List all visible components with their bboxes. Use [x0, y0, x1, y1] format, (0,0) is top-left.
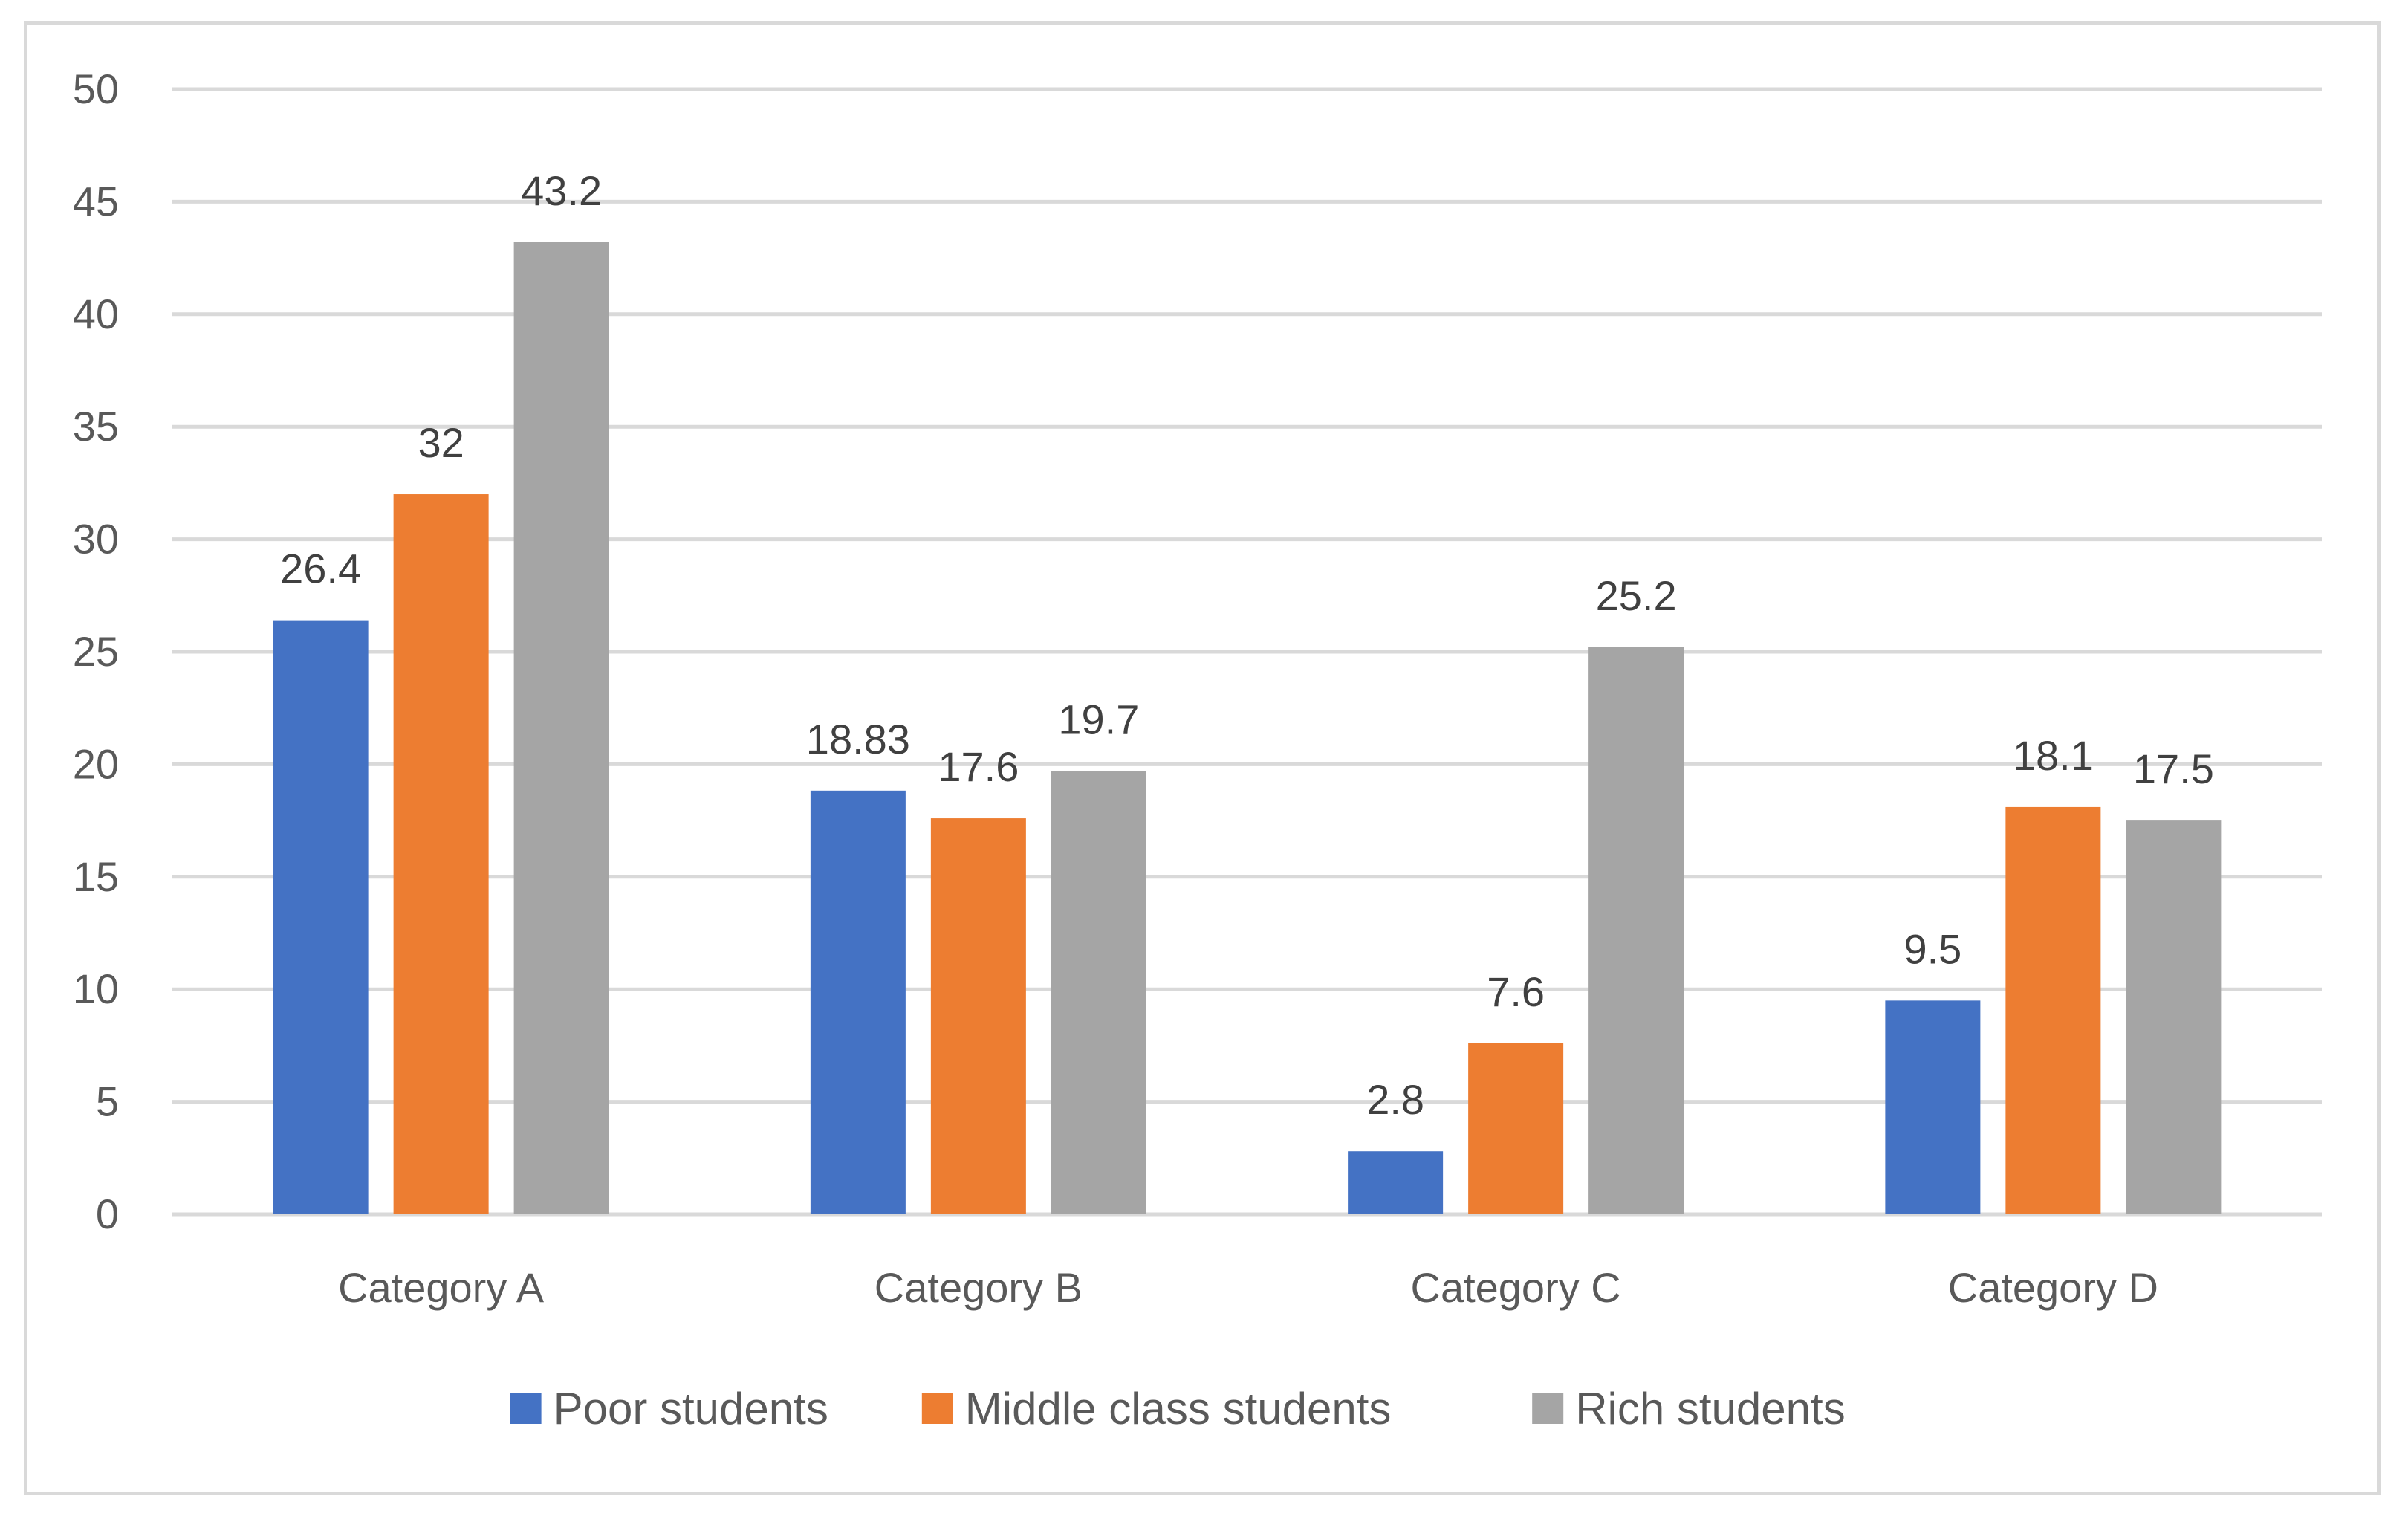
legend-item-middle-class-students: Middle class students — [921, 1384, 1392, 1434]
bar-category-b-middle-class-students — [930, 818, 1026, 1214]
bar-category-d-poor-students — [1885, 1000, 1981, 1214]
data-label: 17.6 — [938, 743, 1019, 790]
data-label: 25.2 — [1596, 572, 1677, 619]
x-tick-label: Category C — [1411, 1264, 1621, 1311]
data-label: 7.6 — [1487, 968, 1545, 1015]
legend-swatch — [921, 1393, 953, 1424]
y-tick-label: 15 — [73, 853, 119, 900]
data-label: 9.5 — [1904, 925, 1961, 972]
bar-category-b-rich-students — [1051, 771, 1146, 1214]
data-label: 18.1 — [2013, 732, 2094, 779]
y-tick-label: 50 — [73, 65, 119, 112]
data-label: 26.4 — [280, 545, 361, 592]
y-tick-label: 20 — [73, 740, 119, 787]
data-label: 19.7 — [1058, 696, 1139, 742]
y-tick-label: 25 — [73, 628, 119, 675]
x-tick-label: Category B — [874, 1264, 1083, 1311]
y-axis-ticks: 0 5 10 15 20 25 30 35 40 45 50 — [73, 65, 119, 1237]
bar-category-a-rich-students — [513, 242, 609, 1214]
bar-category-a-poor-students — [273, 620, 369, 1214]
bar-category-c-rich-students — [1588, 647, 1684, 1214]
legend-label: Middle class students — [965, 1384, 1392, 1434]
legend-label: Rich students — [1575, 1384, 1846, 1434]
legend-swatch — [510, 1393, 542, 1424]
data-labels: 26.4 32 43.2 18.83 17.6 19.7 2.8 7.6 25.2 9.5 18.1… — [280, 167, 2214, 1123]
bar-category-d-middle-class-students — [2005, 806, 2101, 1214]
y-tick-label: 10 — [73, 965, 119, 1012]
y-tick-label: 30 — [73, 516, 119, 563]
legend: Poor students Middle class students Rich s… — [510, 1384, 1846, 1434]
bar-category-c-middle-class-students — [1468, 1043, 1564, 1214]
x-tick-label: Category D — [1948, 1264, 2158, 1311]
legend-item-rich-students: Rich students — [1532, 1384, 1846, 1434]
bar-category-c-poor-students — [1348, 1151, 1444, 1214]
bars — [273, 242, 2222, 1214]
y-tick-label: 0 — [96, 1191, 119, 1237]
data-label: 32 — [418, 419, 464, 466]
legend-item-poor-students: Poor students — [510, 1384, 828, 1434]
y-tick-label: 40 — [73, 291, 119, 337]
data-label: 43.2 — [521, 167, 602, 214]
gridlines — [172, 87, 2322, 1217]
x-axis-ticks: Category A Category B Category C Category D — [338, 1264, 2158, 1311]
x-tick-label: Category A — [338, 1264, 545, 1311]
y-tick-label: 35 — [73, 403, 119, 450]
bar-category-d-rich-students — [2126, 820, 2222, 1214]
bar-category-a-middle-class-students — [393, 494, 489, 1214]
y-tick-label: 45 — [73, 178, 119, 224]
bar-category-b-poor-students — [810, 790, 906, 1214]
data-label: 17.5 — [2133, 745, 2214, 792]
data-label: 2.8 — [1366, 1076, 1424, 1123]
legend-label: Poor students — [554, 1384, 828, 1434]
y-tick-label: 5 — [96, 1078, 119, 1125]
data-label: 18.83 — [806, 716, 910, 762]
legend-swatch — [1532, 1393, 1564, 1424]
